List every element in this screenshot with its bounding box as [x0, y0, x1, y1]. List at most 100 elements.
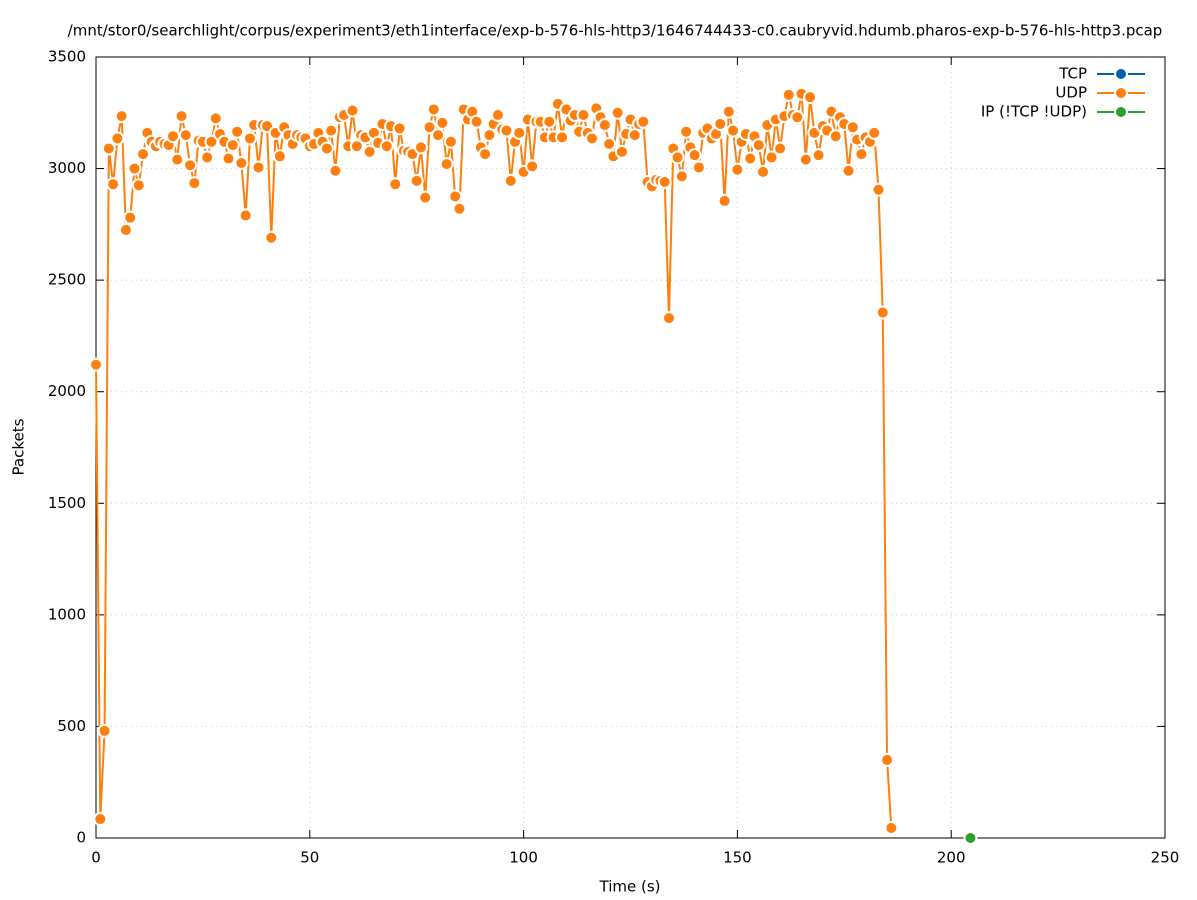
x-axis-label: Time (s) [599, 878, 661, 896]
data-point [328, 163, 343, 178]
data-point [131, 178, 146, 193]
data-point [225, 138, 240, 153]
y-tick-label: 1000 [48, 605, 86, 623]
data-point [110, 131, 125, 146]
data-point [717, 193, 732, 208]
data-point [764, 150, 779, 165]
data-point [409, 173, 424, 188]
data-point [251, 160, 266, 175]
data-point [811, 148, 826, 163]
data-point [165, 129, 180, 144]
y-tick-label: 0 [76, 829, 86, 847]
y-tick-label: 500 [57, 717, 86, 735]
data-point [875, 305, 890, 320]
y-axis-label: Packets [10, 418, 28, 475]
data-point [97, 723, 112, 738]
data-point [691, 160, 706, 175]
data-point [439, 157, 454, 172]
data-point [93, 812, 108, 827]
data-point [542, 114, 557, 129]
data-point [499, 123, 514, 138]
data-point [118, 222, 133, 237]
x-tick-label: 250 [1151, 849, 1180, 867]
legend-marker [1114, 67, 1128, 81]
data-point [106, 177, 121, 192]
data-point [114, 109, 129, 124]
data-point [790, 110, 805, 125]
data-point [490, 108, 505, 123]
data-point [576, 108, 591, 123]
data-point [418, 190, 433, 205]
data-point [614, 144, 629, 159]
data-point [871, 182, 886, 197]
y-tick-label: 2000 [48, 382, 86, 400]
data-point [183, 158, 198, 173]
data-point [884, 820, 899, 835]
data-point [426, 102, 441, 117]
data-point [221, 151, 236, 166]
data-point [234, 155, 249, 170]
data-point [713, 116, 728, 131]
data-point [435, 115, 450, 130]
data-point [670, 150, 685, 165]
data-point [272, 149, 287, 164]
y-tick-label: 3500 [48, 48, 86, 66]
data-point [726, 123, 741, 138]
data-point [828, 129, 843, 144]
data-point [422, 120, 437, 135]
data-point [512, 125, 527, 140]
data-point [242, 131, 257, 146]
x-tick-label: 50 [300, 849, 319, 867]
data-point [610, 105, 625, 120]
x-tick-label: 150 [723, 849, 752, 867]
data-point [867, 125, 882, 140]
data-point [123, 210, 138, 225]
data-point [170, 152, 185, 167]
data-point [101, 141, 116, 156]
data-point [264, 230, 279, 245]
legend-label: IP (!TCP !UDP) [981, 103, 1087, 121]
data-point [756, 164, 771, 179]
legend-label: TCP [1058, 65, 1087, 83]
legend-marker [1114, 86, 1128, 100]
data-point [730, 162, 745, 177]
data-point [841, 163, 856, 178]
data-point [751, 138, 766, 153]
data-point [174, 109, 189, 124]
data-point [781, 87, 796, 102]
data-point [178, 128, 193, 143]
data-point [230, 124, 245, 139]
x-tick-label: 100 [509, 849, 538, 867]
data-point [452, 201, 467, 216]
data-point [743, 151, 758, 166]
data-point [798, 152, 813, 167]
data-point [525, 159, 540, 174]
data-point [89, 357, 103, 372]
data-point [636, 114, 651, 129]
data-point [448, 189, 463, 204]
data-point [674, 169, 689, 184]
data-point [319, 141, 334, 156]
data-point [136, 147, 151, 162]
data-point [679, 124, 694, 139]
data-point [478, 147, 493, 162]
data-point [555, 130, 570, 145]
data-point [657, 174, 672, 189]
data-point [392, 121, 407, 136]
data-point [602, 137, 617, 152]
data-point [324, 123, 339, 138]
data-point [379, 139, 394, 154]
data-point [773, 141, 788, 156]
data-point [200, 150, 215, 165]
data-point [845, 120, 860, 135]
chart-title: /mnt/stor0/searchlight/corpus/experiment… [68, 22, 1163, 40]
data-point [687, 148, 702, 163]
y-tick-label: 2500 [48, 271, 86, 289]
data-point [661, 311, 676, 326]
x-tick-label: 0 [91, 849, 101, 867]
data-point [597, 118, 612, 133]
data-point [187, 176, 202, 191]
data-point [963, 831, 978, 845]
data-point [413, 140, 428, 155]
